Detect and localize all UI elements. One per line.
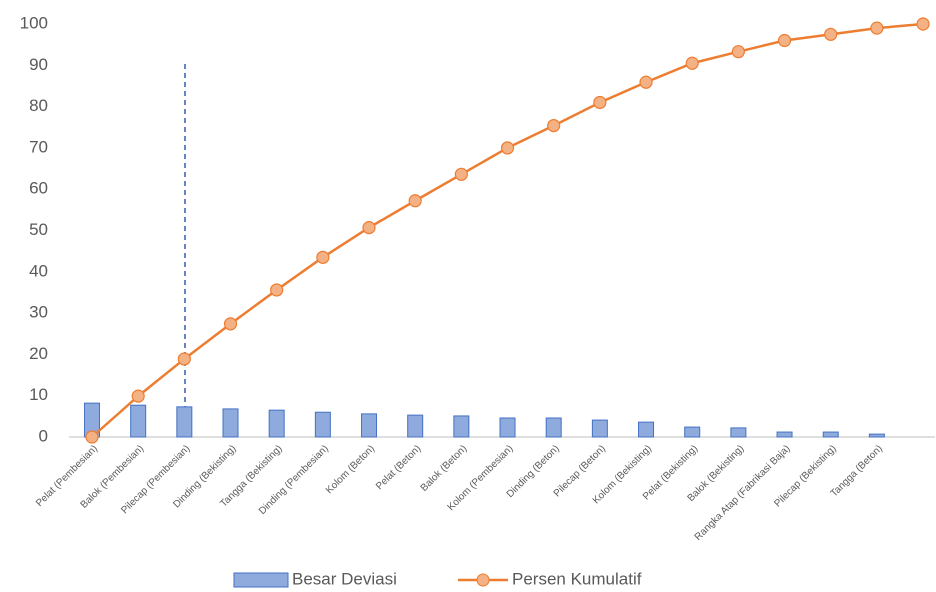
bar [268, 409, 285, 438]
bar [591, 419, 608, 438]
legend-swatch [233, 572, 289, 588]
y-tick-label: 100 [20, 13, 48, 32]
line-marker [639, 75, 653, 89]
y-tick-label: 90 [29, 55, 48, 74]
line-marker [408, 194, 422, 208]
y-tick-label: 30 [29, 303, 48, 322]
bar [176, 406, 193, 438]
bar [222, 408, 239, 438]
x-tick-label: Balok (Beton) [419, 443, 470, 494]
line-marker [131, 389, 145, 403]
line-marker [777, 33, 792, 48]
bar [822, 431, 839, 438]
line-marker [223, 317, 238, 331]
line-marker [916, 17, 930, 31]
bar [361, 413, 378, 438]
legend-label: Persen Kumulatif [512, 569, 642, 588]
bar [314, 411, 331, 438]
bar [730, 427, 747, 438]
y-tick-label: 60 [29, 179, 48, 198]
line-marker [547, 118, 561, 133]
line-marker [731, 45, 745, 59]
line-marker [685, 56, 699, 70]
line-marker [316, 250, 330, 264]
bar [638, 421, 655, 438]
y-tick-label: 80 [29, 96, 48, 115]
line-marker [454, 167, 468, 181]
bar [545, 417, 562, 438]
bar [868, 433, 885, 438]
line-marker [85, 430, 99, 444]
bar [407, 414, 424, 438]
bar [453, 415, 470, 438]
bar [776, 431, 793, 438]
line-marker [824, 27, 838, 41]
y-tick-label: 40 [29, 261, 48, 280]
y-tick-label: 20 [29, 344, 48, 363]
line-marker [593, 95, 607, 110]
y-tick-label: 70 [29, 137, 48, 156]
line-marker [362, 221, 376, 235]
legend-marker [476, 573, 490, 587]
bar [684, 426, 701, 438]
y-tick-label: 0 [39, 426, 48, 445]
bar [499, 417, 516, 438]
line-marker [177, 352, 191, 366]
line [91, 22, 924, 438]
x-tick-label: Pelat (Beton) [374, 443, 423, 492]
line-marker [500, 141, 515, 155]
bar [130, 404, 147, 438]
x-tick-label: Kolom (Beton) [324, 443, 377, 496]
y-tick-label: 50 [29, 220, 48, 239]
x-tick-label: Rangka Atap (Fabrikasi Baja) [693, 443, 793, 543]
line-marker [870, 21, 884, 35]
line-marker [270, 283, 284, 297]
legend-label: Besar Deviasi [292, 569, 397, 588]
y-tick-label: 10 [29, 385, 48, 404]
